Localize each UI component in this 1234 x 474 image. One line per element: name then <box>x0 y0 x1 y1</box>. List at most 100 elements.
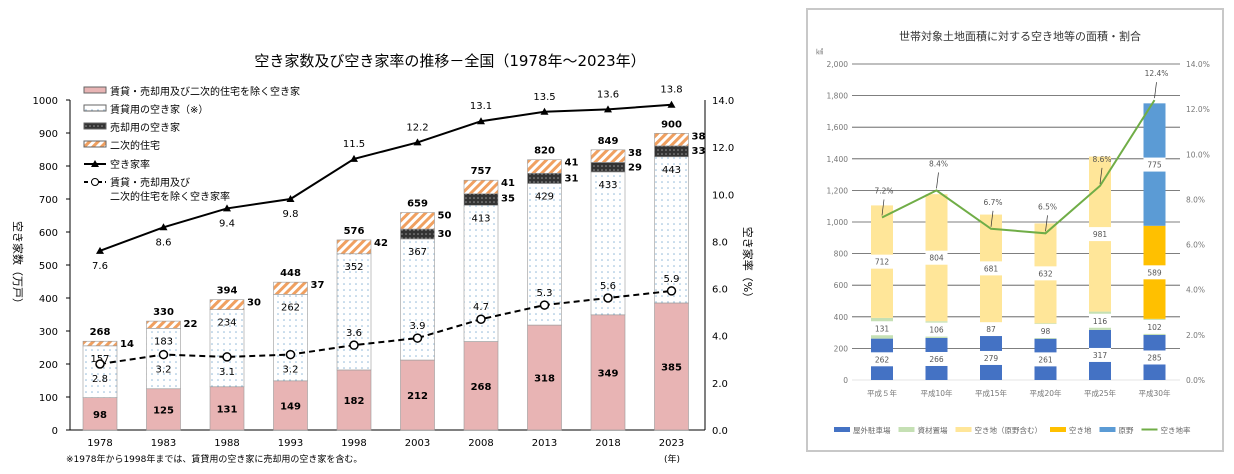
data-label: 50 <box>438 211 452 222</box>
data-label-box <box>1143 319 1166 334</box>
data-label: 22 <box>184 319 198 330</box>
excl-rate-point <box>158 349 169 360</box>
y-tick-label: 400 <box>834 313 849 322</box>
data-label-box <box>1143 350 1166 365</box>
data-label-box <box>871 352 893 367</box>
rate-label: 8.4% <box>929 159 948 168</box>
y-tick-label: 0 <box>843 376 848 385</box>
data-label: 106 <box>929 326 944 335</box>
excl-rate-point <box>666 286 677 296</box>
rate-label: 3.2 <box>156 365 172 376</box>
y2-tick-label: 12.0 <box>712 143 734 154</box>
bar-segment <box>336 369 372 431</box>
legend-swatch <box>83 86 107 94</box>
bar-segment <box>273 281 308 295</box>
bar-segment <box>590 149 626 163</box>
y-tick-label: 900 <box>39 129 58 140</box>
legend-marker <box>91 160 99 167</box>
rate-label: 9.4 <box>219 218 235 229</box>
data-label: 87 <box>986 325 996 334</box>
footnote: ※1978年から1998年までは、賃貸用の空き家に売却用の空き家を含む。 <box>66 453 362 465</box>
y2-tick-label: 6.0% <box>1186 241 1205 250</box>
data-label: 443 <box>662 165 681 176</box>
data-label: 102 <box>1147 323 1162 332</box>
rate-label: 5.6 <box>600 281 616 292</box>
data-label-box <box>980 261 1002 276</box>
data-label-box <box>1089 313 1111 328</box>
bar-segment <box>209 299 245 310</box>
excl-rate-point <box>285 349 296 360</box>
x-tick-label: 1993 <box>278 438 303 449</box>
rate-label: 13.5 <box>533 92 555 103</box>
vacancy-rate-point <box>540 107 549 115</box>
excl-rate-point <box>476 314 486 324</box>
bar-segment <box>336 253 372 371</box>
data-label: 125 <box>153 405 174 416</box>
data-label: 712 <box>875 258 890 267</box>
legend-marker <box>91 178 99 186</box>
x-tick-label: 平成５年 <box>867 388 897 398</box>
x-tick-label: 平成20年 <box>1029 388 1062 398</box>
bar-segment <box>146 388 181 431</box>
rate-label: 8.6% <box>1092 155 1111 164</box>
data-label: 385 <box>661 362 682 373</box>
rate-label: 6.7% <box>983 198 1002 207</box>
vacancy-rate-point <box>223 204 231 212</box>
total-label: 757 <box>471 166 492 177</box>
data-label: 131 <box>217 404 238 415</box>
excl-rate-point <box>349 340 359 350</box>
y2-tick-label: 8.0% <box>1186 195 1205 204</box>
rate-label: 13.1 <box>470 101 492 112</box>
data-label: 589 <box>1147 268 1162 277</box>
bar-segment <box>463 193 499 206</box>
data-label: 775 <box>1147 161 1162 170</box>
legend-label: 賃貸用の空き家（※） <box>110 103 208 116</box>
x-tick-label: 平成10年 <box>920 388 953 398</box>
data-label: 42 <box>374 238 388 249</box>
data-label-box <box>925 322 948 337</box>
y2-tick-label: 10.0% <box>1186 150 1210 159</box>
data-label: 285 <box>1147 353 1162 362</box>
chart-title: 世帯対象土地面積に対する空き地等の面積・割合 <box>899 29 1141 43</box>
vacancy-rate-line <box>99 103 672 252</box>
y-tick-label: 1,200 <box>827 186 849 195</box>
label-leader <box>881 199 885 216</box>
legend-label: 空き家率 <box>110 158 150 171</box>
y2-tick-label: 12.0% <box>1186 105 1210 114</box>
data-label: 266 <box>929 355 944 364</box>
rate-label: 11.5 <box>343 139 365 150</box>
total-label: 659 <box>407 199 428 210</box>
data-label: 367 <box>408 247 427 258</box>
bar-segment <box>654 156 689 304</box>
excl-rate-point <box>603 293 613 303</box>
legend-swatch <box>83 122 107 130</box>
data-label: 149 <box>280 401 301 412</box>
data-label: 116 <box>1093 317 1108 326</box>
vacancy-rate-point <box>477 117 485 125</box>
data-label: 681 <box>984 264 999 273</box>
legend-label: 空き地 <box>1069 425 1092 435</box>
rate-label: 2.8 <box>92 374 108 385</box>
legend-label: 売却用の空き家 <box>110 121 180 134</box>
y2-tick-label: 2.0 <box>712 379 728 390</box>
data-label: 261 <box>1038 355 1053 364</box>
legend-swatch <box>1099 427 1116 432</box>
data-label-box <box>925 250 948 265</box>
data-label-box <box>1143 265 1166 280</box>
bar-segment <box>590 162 626 173</box>
data-label-box <box>1034 266 1057 281</box>
x-tick-label: 1978 <box>87 438 112 449</box>
bar-segment <box>146 320 181 329</box>
data-label: 37 <box>311 280 325 291</box>
bar-segment <box>527 172 562 184</box>
data-label-box <box>980 322 1002 337</box>
y2-tick-label: 0.0% <box>1186 376 1205 385</box>
data-label: 317 <box>1093 351 1108 360</box>
data-label: 632 <box>1038 269 1053 278</box>
y2-tick-label: 14.0% <box>1186 60 1210 69</box>
bar-segment <box>400 212 435 230</box>
y-tick-label: 800 <box>39 162 58 173</box>
rate-label: 3.2 <box>283 365 299 376</box>
legend-swatch <box>955 427 972 432</box>
vacancy-rate-point <box>159 223 168 231</box>
